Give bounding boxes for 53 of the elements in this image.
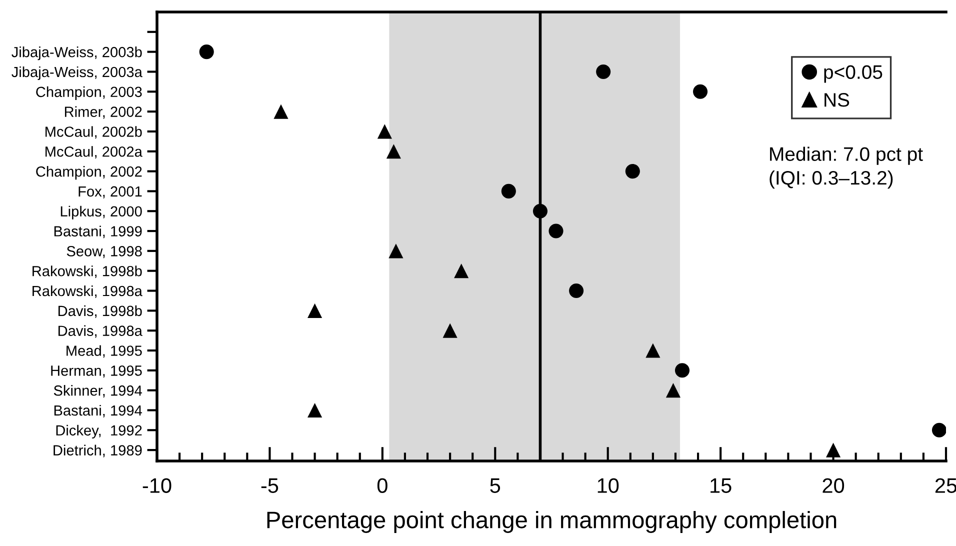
y-tick-label: Fox, 2001 xyxy=(78,186,142,198)
y-tick-label: Champion, 2003 xyxy=(36,86,142,100)
point xyxy=(596,64,611,80)
y-tick-label: Champion, 2002 xyxy=(36,166,142,180)
legend-label: NS xyxy=(824,93,850,107)
y-tick-label: Davis, 1998a xyxy=(58,325,142,338)
x-tick-label: 20 xyxy=(822,478,844,493)
x-tick-label: 10 xyxy=(598,478,619,493)
point xyxy=(308,303,322,318)
point xyxy=(932,422,946,438)
x-axis-title: Percentage point change in mammography completion xyxy=(267,510,836,533)
point xyxy=(386,144,401,159)
point xyxy=(625,164,640,179)
y-tick-label: Seow, 1998 xyxy=(66,246,142,258)
x-tick-label: 5 xyxy=(490,478,500,493)
x-tick-label: -5 xyxy=(261,478,278,493)
y-tick-label: Davis, 1998b xyxy=(58,305,142,318)
point xyxy=(199,44,214,60)
point xyxy=(308,402,322,418)
y-tick-label: Jibaja-Weiss, 2003b xyxy=(12,46,142,60)
point xyxy=(646,343,660,358)
annotation: Median: 7.0 pct pt (IQI: 0.3–13.2) xyxy=(770,146,923,189)
point xyxy=(693,84,708,99)
y-tick-label: Herman, 1995 xyxy=(51,366,142,378)
y-tick-label: Dickey, 1992 xyxy=(56,424,142,438)
y-tick-label: Rakowski, 1998a xyxy=(32,285,142,298)
point xyxy=(377,124,392,139)
y-tick-label: Rimer, 2002 xyxy=(64,106,142,119)
point xyxy=(274,104,288,119)
x-tick-label: -10 xyxy=(142,478,172,493)
y-tick-label: Mead, 1995 xyxy=(66,345,142,358)
legend-label: p<0.05 xyxy=(824,65,882,83)
point xyxy=(826,442,841,458)
y-tick-label: Bastani, 1994 xyxy=(54,404,142,418)
x-tick-label: 0 xyxy=(377,478,388,493)
x-tick-label: 15 xyxy=(710,478,732,493)
point xyxy=(442,323,458,338)
y-tick-label: Rakowski, 1998b xyxy=(32,266,142,278)
y-tick-label: Bastani, 1999 xyxy=(54,226,142,238)
y-tick-label: Skinner, 1994 xyxy=(54,385,142,398)
y-tick-label: Dietrich, 1989 xyxy=(54,444,142,458)
y-tick-label: McCaul, 2002b xyxy=(46,126,142,139)
y-tick-label: Lipkus, 2000 xyxy=(60,206,142,220)
y-tick-label: McCaul, 2002a xyxy=(46,146,142,159)
point xyxy=(388,244,404,258)
point xyxy=(569,283,584,298)
point xyxy=(501,184,516,198)
point xyxy=(674,363,690,378)
point xyxy=(548,224,564,238)
point xyxy=(666,383,681,398)
point xyxy=(532,204,548,218)
y-tick-label: Jibaja-Weiss, 2003a xyxy=(12,66,142,80)
point xyxy=(454,264,469,278)
